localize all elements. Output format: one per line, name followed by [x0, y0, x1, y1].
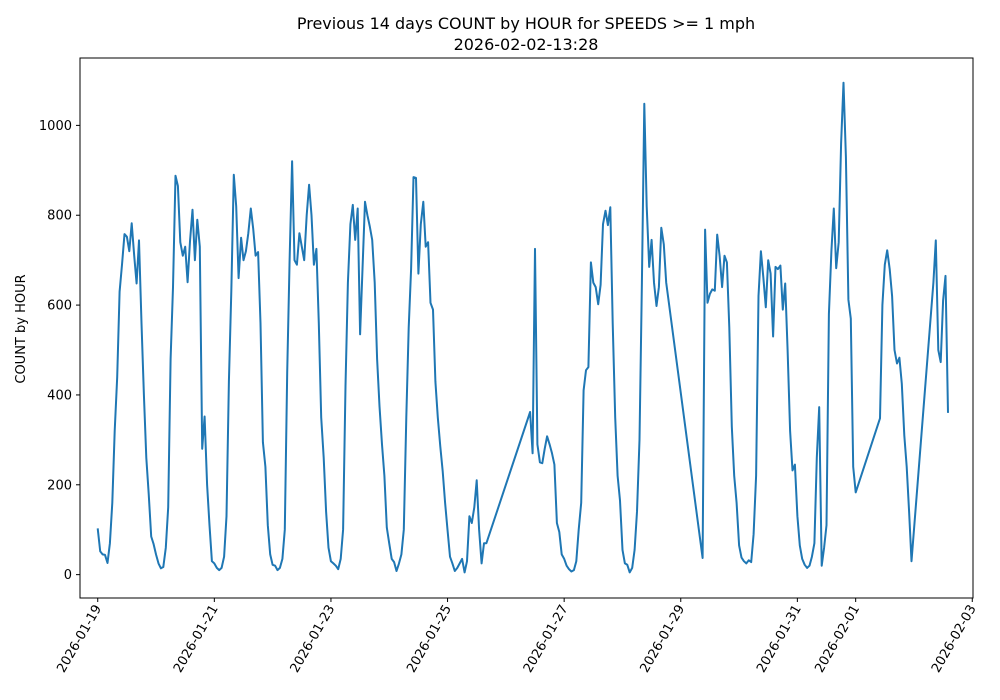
y-tick-label: 1000: [39, 119, 72, 134]
y-axis: 0 200 400 600 800 1000: [39, 119, 80, 583]
series-layer: [96, 81, 949, 574]
y-tick-label: 200: [47, 478, 72, 493]
y-tick-label: 800: [47, 209, 72, 224]
y-axis-label: COUNT by HOUR: [14, 274, 29, 383]
chart-title: Previous 14 days COUNT by HOUR for SPEED…: [297, 14, 755, 33]
y-tick-label: 600: [47, 299, 72, 314]
y-tick-label: 0: [64, 568, 72, 583]
chart-subtitle: 2026-02-02-13:28: [454, 35, 599, 54]
series-line-0: [96, 81, 949, 574]
plot-frame: [79, 57, 974, 599]
y-tick-label: 400: [47, 388, 72, 403]
